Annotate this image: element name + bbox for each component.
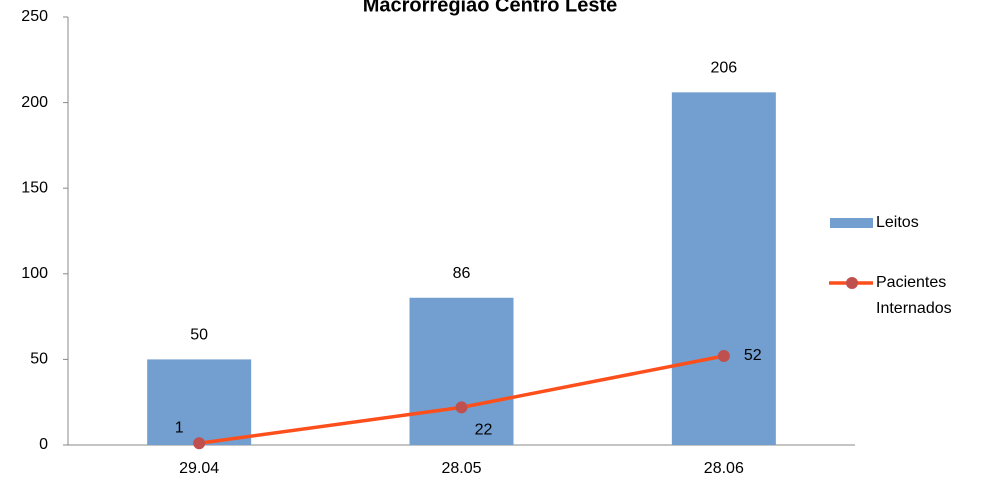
- x-tick-label: 29.04: [179, 460, 219, 477]
- bar: [409, 297, 514, 445]
- legend-swatch: [830, 218, 873, 228]
- bar-value-label: 86: [453, 265, 471, 282]
- y-tick-label: 50: [30, 351, 48, 368]
- legend-label: Leitos: [876, 214, 919, 231]
- y-tick-label: 100: [21, 265, 48, 282]
- bar: [671, 92, 776, 445]
- line-marker: [193, 437, 206, 450]
- y-tick-label: 0: [39, 436, 48, 453]
- line-value-label: 22: [475, 422, 493, 439]
- y-tick-label: 200: [21, 94, 48, 111]
- y-tick-label: 250: [21, 8, 48, 25]
- bar: [147, 359, 252, 445]
- bar-value-label: 206: [710, 60, 737, 77]
- line-value-label: 1: [175, 420, 184, 437]
- y-tick-label: 150: [21, 179, 48, 196]
- chart-title: Macrorregião Centro Leste: [363, 0, 618, 16]
- line-value-label: 52: [744, 347, 762, 364]
- legend-marker: [846, 277, 858, 289]
- x-tick-label: 28.05: [441, 460, 481, 477]
- legend-label: Pacientes Internados: [876, 274, 952, 317]
- line-marker: [717, 349, 730, 362]
- bar-value-label: 50: [190, 327, 208, 344]
- line-marker: [455, 401, 468, 414]
- x-tick-label: 28.06: [704, 460, 744, 477]
